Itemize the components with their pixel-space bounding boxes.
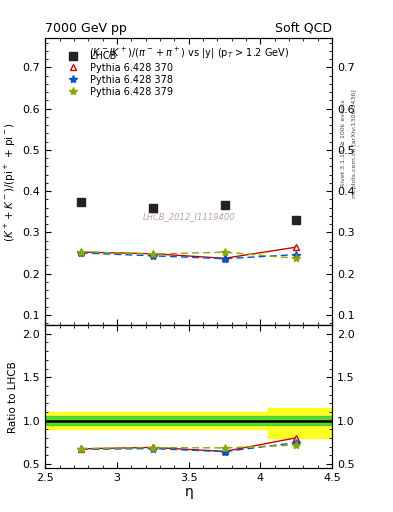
Y-axis label: $(K^+ + K^-)$/(pi$^+$ + pi$^-$): $(K^+ + K^-)$/(pi$^+$ + pi$^-$): [3, 122, 18, 242]
LHCB: [294, 217, 299, 223]
Pythia 6.428 370: [294, 244, 299, 250]
Pythia 6.428 378: [151, 253, 155, 259]
Pythia 6.428 379: [151, 251, 155, 257]
Text: Soft QCD: Soft QCD: [275, 22, 332, 35]
LHCB: [222, 202, 227, 208]
Bar: [45, 412, 268, 430]
Pythia 6.428 378: [294, 251, 299, 258]
Line: Pythia 6.428 378: Pythia 6.428 378: [77, 249, 300, 263]
Y-axis label: Ratio to LHCB: Ratio to LHCB: [8, 361, 18, 433]
Pythia 6.428 379: [294, 255, 299, 261]
Line: Pythia 6.428 370: Pythia 6.428 370: [77, 244, 300, 262]
Text: mcplots.cern.ch [arXiv:1306.3436]: mcplots.cern.ch [arXiv:1306.3436]: [352, 89, 357, 198]
Line: LHCB: LHCB: [77, 198, 300, 224]
Bar: [268, 408, 332, 438]
Pythia 6.428 370: [222, 255, 227, 261]
Pythia 6.428 370: [151, 251, 155, 257]
Pythia 6.428 378: [79, 250, 83, 256]
Bar: [45, 416, 332, 425]
Pythia 6.428 370: [79, 249, 83, 255]
Legend: LHCB, Pythia 6.428 370, Pythia 6.428 378, Pythia 6.428 379: LHCB, Pythia 6.428 370, Pythia 6.428 378…: [59, 49, 175, 99]
Text: 7000 GeV pp: 7000 GeV pp: [45, 22, 127, 35]
Text: LHCB_2012_I1119400: LHCB_2012_I1119400: [142, 211, 235, 221]
Line: Pythia 6.428 379: Pythia 6.428 379: [77, 247, 300, 263]
Pythia 6.428 379: [222, 249, 227, 255]
Pythia 6.428 379: [79, 249, 83, 255]
Text: $(K^-/K^+)/(\pi^-+\pi^+)$ vs |y| (p$_T$ > 1.2 GeV): $(K^-/K^+)/(\pi^-+\pi^+)$ vs |y| (p$_T$ …: [88, 46, 289, 60]
Text: Rivet 3.1.10, ≥ 100k events: Rivet 3.1.10, ≥ 100k events: [341, 99, 346, 187]
X-axis label: η: η: [184, 485, 193, 499]
LHCB: [79, 199, 83, 205]
LHCB: [151, 205, 155, 211]
Pythia 6.428 378: [222, 255, 227, 262]
